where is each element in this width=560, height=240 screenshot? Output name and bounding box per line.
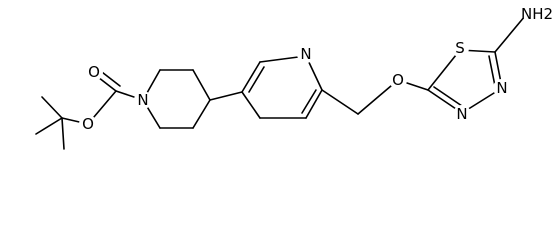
atom-label: N — [456, 105, 467, 123]
bond — [192, 69, 211, 101]
bonds — [35, 15, 526, 150]
bond — [301, 89, 317, 114]
bond — [494, 15, 526, 53]
atom-label: O — [88, 63, 100, 81]
bond — [241, 61, 261, 93]
bond — [241, 91, 261, 119]
bond — [41, 96, 63, 119]
bond — [321, 89, 359, 115]
bond — [433, 86, 463, 107]
bond — [192, 99, 211, 129]
bond — [488, 55, 496, 87]
atom-label: O — [82, 115, 94, 133]
bond — [61, 117, 65, 150]
bond — [427, 49, 461, 91]
atom-label: NH2 — [521, 5, 553, 23]
molecule-diagram: O O N N O S NH2 N N — [35, 4, 553, 150]
atom-label: N — [496, 79, 507, 97]
bond — [305, 89, 323, 119]
atom-label: S — [455, 39, 465, 57]
atom-label: N — [300, 45, 311, 63]
bond — [35, 117, 63, 135]
atom-labels: O O N N O S NH2 N N — [79, 4, 553, 133]
atom-label: O — [392, 71, 404, 89]
bond — [209, 91, 243, 101]
bond — [248, 66, 265, 93]
atom-label: N — [137, 91, 148, 109]
